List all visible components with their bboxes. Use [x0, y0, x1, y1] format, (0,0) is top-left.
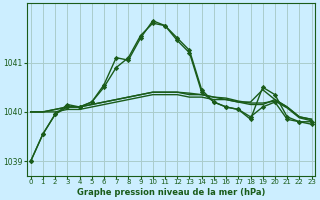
X-axis label: Graphe pression niveau de la mer (hPa): Graphe pression niveau de la mer (hPa) — [77, 188, 265, 197]
